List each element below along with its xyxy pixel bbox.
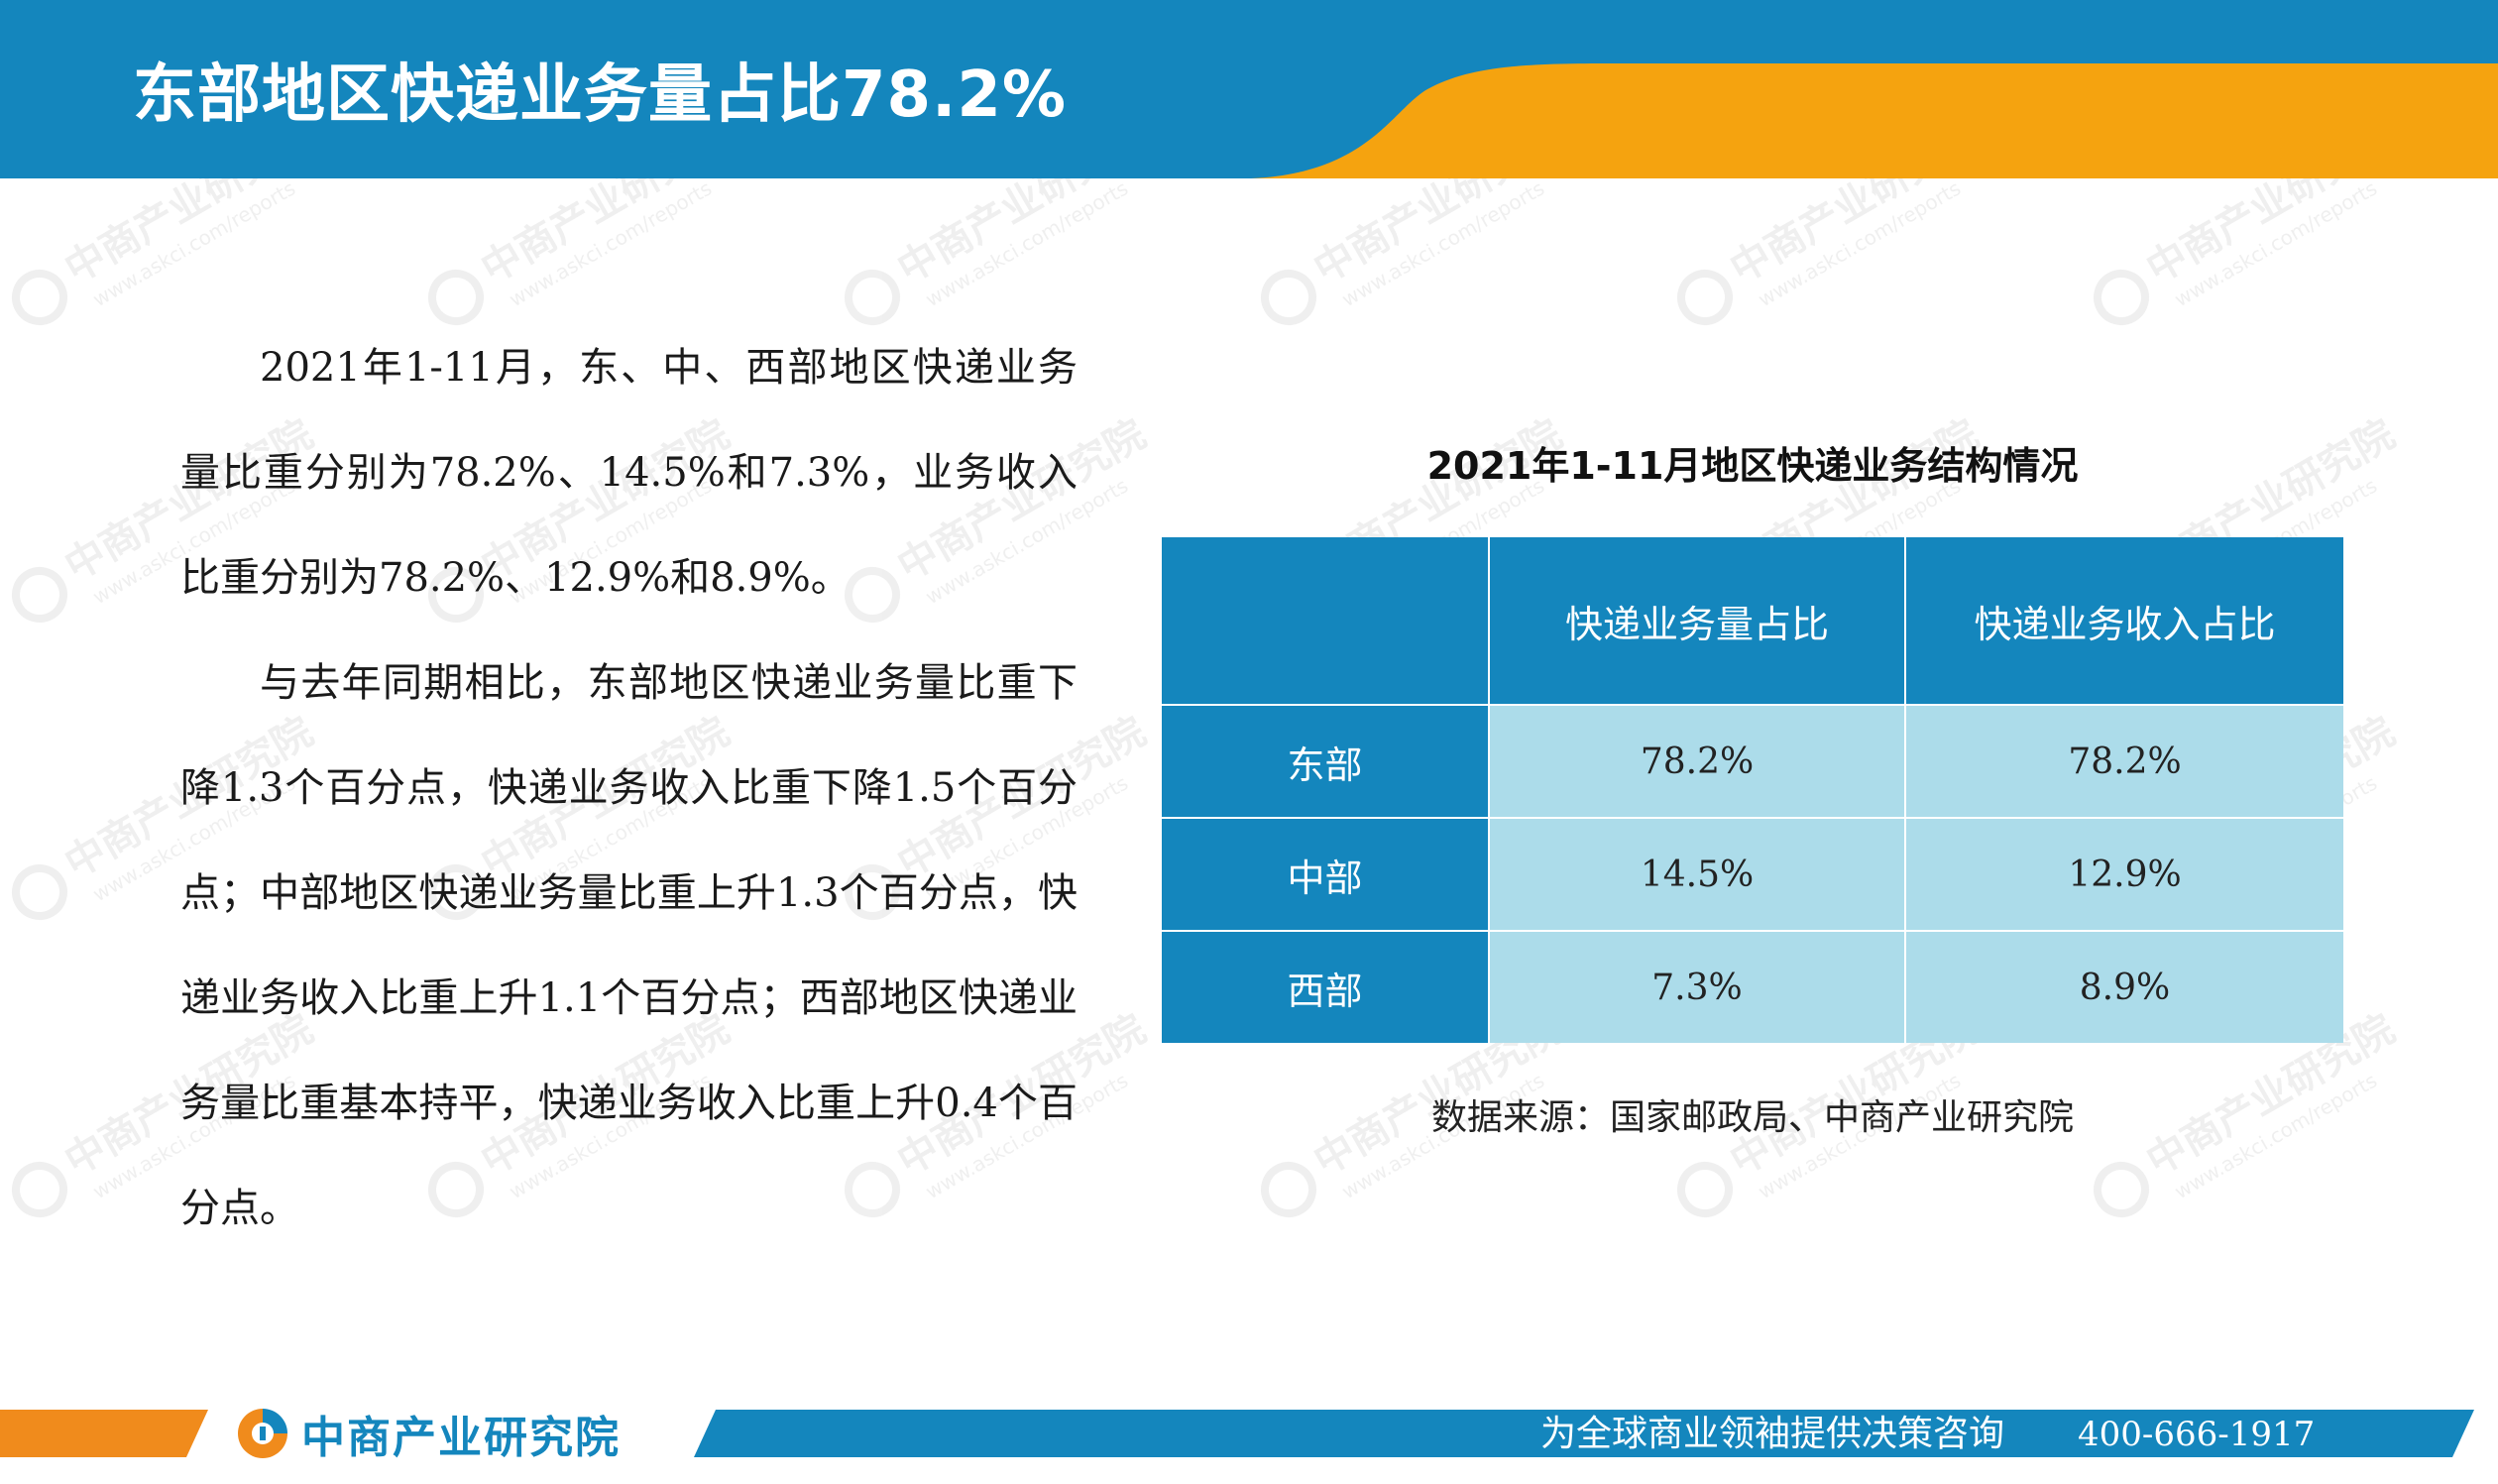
table-row: 东部 78.2% 78.2% bbox=[1162, 705, 2343, 819]
brand-logo-icon bbox=[238, 1409, 287, 1458]
watermark-url: www.askci.com/reports bbox=[88, 178, 299, 311]
header-band bbox=[0, 0, 2498, 178]
watermark-url: www.askci.com/reports bbox=[505, 178, 716, 311]
table-cell: 14.5% bbox=[1488, 818, 1905, 932]
table-cell: 78.2% bbox=[1904, 705, 2343, 819]
footer-phone: 400-666-1917 bbox=[2078, 1415, 2316, 1454]
watermark-brand: 中商产业研究院 bbox=[890, 178, 1153, 292]
page-title: 东部地区快递业务量占比78.2% bbox=[133, 58, 1068, 132]
brand-name: 中商产业研究院 bbox=[301, 1413, 621, 1463]
table-cell: 12.9% bbox=[1904, 818, 2343, 932]
table-cell: 8.9% bbox=[1904, 931, 2343, 1043]
footer-slogan: 为全球商业领袖提供决策咨询 bbox=[1540, 1414, 2005, 1454]
table-row-header: 东部 bbox=[1162, 705, 1489, 819]
table-cell: 78.2% bbox=[1488, 705, 1905, 819]
body-paragraph: 2021年1-11月，东、中、西部地区快递业务量比重分别为78.2%、14.5%… bbox=[180, 345, 1078, 601]
table-header-cell: 快递业务量占比 bbox=[1488, 537, 1905, 706]
body-text: 2021年1-11月，东、中、西部地区快递业务量比重分别为78.2%、14.5%… bbox=[180, 315, 1078, 1261]
watermark-brand: 中商产业研究院 bbox=[474, 178, 737, 292]
watermark-brand: 中商产业研究院 bbox=[1723, 178, 1986, 292]
table-cell: 7.3% bbox=[1488, 931, 1905, 1043]
table-row-header: 西部 bbox=[1162, 931, 1489, 1043]
table-header-row: 快递业务量占比 快递业务收入占比 bbox=[1162, 537, 2343, 706]
watermark-brand: 中商产业研究院 bbox=[2139, 178, 2402, 292]
source-note: 数据来源：国家邮政局、中商产业研究院 bbox=[1430, 1097, 2074, 1138]
table-header-corner bbox=[1162, 537, 1489, 706]
watermark-url: www.askci.com/reports bbox=[1754, 178, 1965, 311]
table-row-header: 中部 bbox=[1162, 818, 1489, 932]
table-row: 中部 14.5% 12.9% bbox=[1162, 818, 2343, 932]
footer-band bbox=[0, 1410, 2474, 1457]
body-paragraph: 与去年同期相比，东部地区快递业务量比重下降1.3个百分点，快递业务收入比重下降1… bbox=[180, 660, 1078, 1231]
table-header-cell: 快递业务收入占比 bbox=[1904, 537, 2343, 706]
table-row: 西部 7.3% 8.9% bbox=[1162, 931, 2343, 1043]
watermark-brand: 中商产业研究院 bbox=[57, 178, 320, 292]
data-table: 快递业务量占比 快递业务收入占比 东部 78.2% 78.2% 中部 14.5%… bbox=[1162, 537, 2343, 1043]
watermark-brand: 中商产业研究院 bbox=[1306, 178, 1569, 292]
brand-logo: 中商产业研究院 bbox=[234, 1402, 621, 1465]
watermark-url: www.askci.com/reports bbox=[921, 178, 1132, 311]
watermark-url: www.askci.com/reports bbox=[2170, 178, 2381, 311]
watermark-url: www.askci.com/reports bbox=[1337, 178, 1548, 311]
table-title: 2021年1-11月地区快递业务结构情况 bbox=[1426, 444, 2079, 488]
